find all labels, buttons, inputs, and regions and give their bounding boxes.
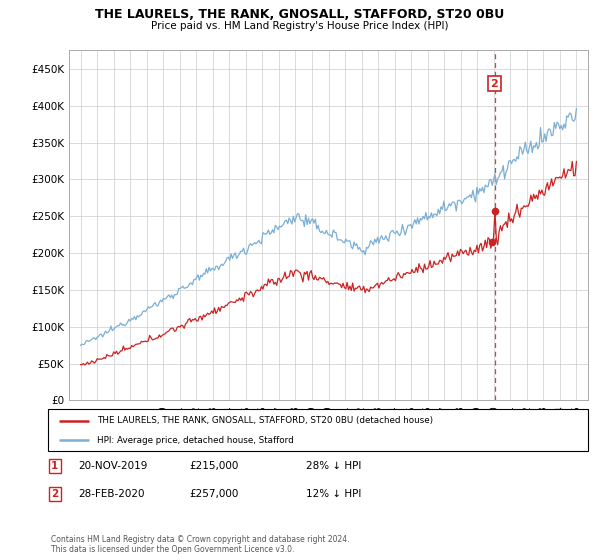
- Text: Price paid vs. HM Land Registry's House Price Index (HPI): Price paid vs. HM Land Registry's House …: [151, 21, 449, 31]
- Text: 2: 2: [51, 489, 58, 499]
- Text: £215,000: £215,000: [189, 461, 238, 471]
- Text: 20-NOV-2019: 20-NOV-2019: [78, 461, 148, 471]
- Text: £257,000: £257,000: [189, 489, 238, 499]
- FancyBboxPatch shape: [48, 409, 588, 451]
- Text: 2: 2: [490, 78, 498, 88]
- Text: Contains HM Land Registry data © Crown copyright and database right 2024.
This d: Contains HM Land Registry data © Crown c…: [51, 535, 349, 554]
- Text: THE LAURELS, THE RANK, GNOSALL, STAFFORD, ST20 0BU (detached house): THE LAURELS, THE RANK, GNOSALL, STAFFORD…: [97, 416, 433, 425]
- Text: 28-FEB-2020: 28-FEB-2020: [78, 489, 145, 499]
- Text: 28% ↓ HPI: 28% ↓ HPI: [306, 461, 361, 471]
- Text: HPI: Average price, detached house, Stafford: HPI: Average price, detached house, Staf…: [97, 436, 293, 445]
- Text: 1: 1: [51, 461, 58, 471]
- Text: THE LAURELS, THE RANK, GNOSALL, STAFFORD, ST20 0BU: THE LAURELS, THE RANK, GNOSALL, STAFFORD…: [95, 8, 505, 21]
- Text: 12% ↓ HPI: 12% ↓ HPI: [306, 489, 361, 499]
